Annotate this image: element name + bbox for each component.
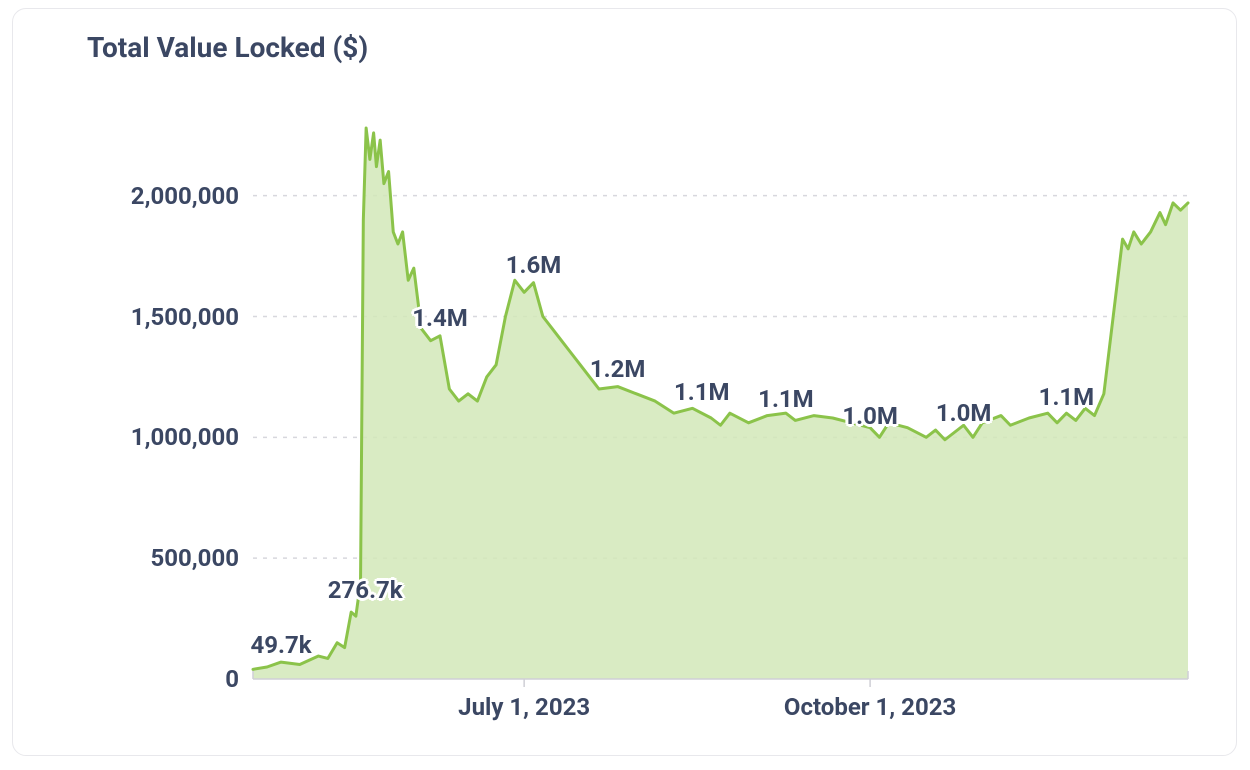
y-tick-label: 2,000,000 [131,182,239,210]
x-tick-label: July 1, 2023 [458,693,590,721]
series-point-label: 49.7k [251,631,312,659]
series-point-label: 276.7k [328,576,403,604]
series-point-label: 1.6M [506,251,562,279]
x-tick-label: October 1, 2023 [784,693,956,721]
series-point-label: 1.0M [842,402,898,430]
tvl-card: Total Value Locked ($) 0500,0001,000,000… [12,8,1237,756]
series-point-label: 1.1M [674,378,730,406]
y-tick-label: 1,000,000 [131,423,239,451]
series-point-label: 1.0M [936,399,992,427]
series-point-label: 1.1M [758,385,814,413]
series-point-label: 1.1M [1039,383,1095,411]
y-tick-label: 0 [225,665,239,693]
y-tick-label: 500,000 [150,544,239,572]
series-point-label: 1.4M [412,304,468,332]
y-tick-label: 1,500,000 [131,303,239,331]
series-point-label: 1.2M [590,355,646,383]
